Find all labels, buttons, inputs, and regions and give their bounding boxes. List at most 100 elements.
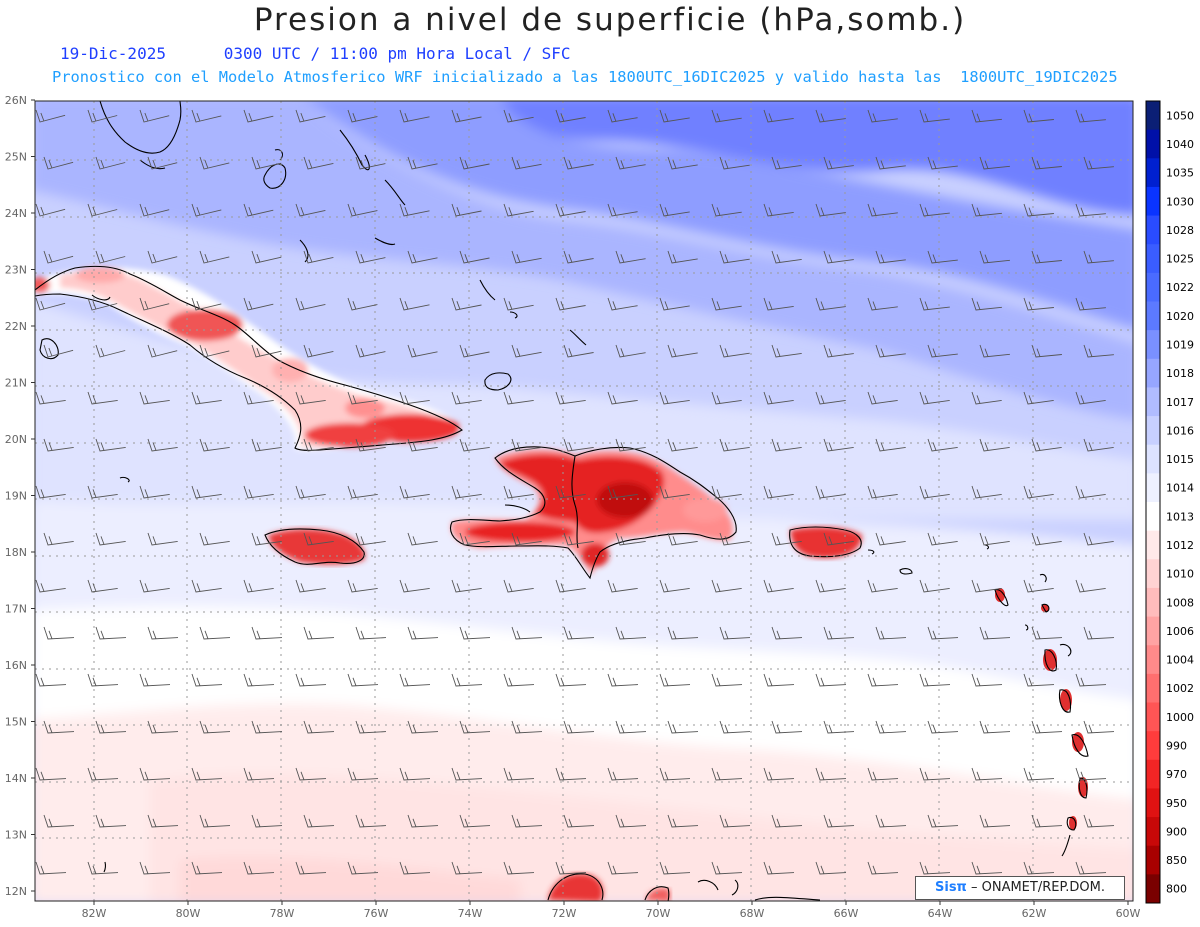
wind-barb bbox=[295, 391, 326, 405]
colorbar-label-1022: 1022 bbox=[1166, 281, 1194, 294]
plot-frame bbox=[34, 100, 1134, 902]
wind-barb bbox=[971, 203, 1002, 217]
wind-barb bbox=[295, 109, 326, 123]
wind-barb bbox=[919, 297, 950, 311]
colorbar-label-900: 900 bbox=[1166, 825, 1187, 838]
wind-barb bbox=[503, 297, 534, 311]
coastlines bbox=[35, 101, 1089, 901]
wind-barb bbox=[459, 626, 491, 640]
colorbar-swatch bbox=[1146, 186, 1160, 217]
colorbar-swatch bbox=[1146, 530, 1160, 560]
wind-barb bbox=[303, 532, 334, 546]
wind-barb bbox=[407, 156, 438, 170]
wind-barb bbox=[823, 250, 854, 264]
colorbar-label-1025: 1025 bbox=[1166, 253, 1194, 266]
wind-barb bbox=[243, 673, 275, 687]
wind-barb bbox=[867, 673, 899, 687]
colorbar-swatch bbox=[1146, 301, 1160, 331]
wind-barb bbox=[615, 438, 646, 452]
wind-barb bbox=[615, 814, 647, 828]
wind-barb bbox=[823, 814, 855, 828]
wind-barb bbox=[659, 203, 690, 217]
wind-barb bbox=[35, 579, 66, 593]
wind-barb bbox=[719, 344, 750, 358]
wind-barb bbox=[503, 203, 534, 217]
wind-barb bbox=[1075, 861, 1107, 875]
wind-barb bbox=[251, 250, 282, 264]
wind-barb bbox=[251, 156, 282, 170]
wind-barb bbox=[1023, 673, 1055, 687]
wind-barb bbox=[555, 297, 586, 311]
colorbar-swatch bbox=[1146, 587, 1160, 618]
wind-barb bbox=[867, 767, 899, 781]
lon-label-60W: 60W bbox=[1116, 907, 1141, 920]
wind-barb bbox=[199, 814, 231, 828]
wind-barb bbox=[139, 485, 170, 499]
wind-barb bbox=[35, 109, 66, 123]
colorbar-label-1030: 1030 bbox=[1166, 195, 1194, 208]
wind-barb bbox=[399, 579, 430, 593]
wind-barb bbox=[1023, 297, 1054, 311]
wind-barb bbox=[659, 579, 690, 593]
wind-barb bbox=[95, 344, 126, 358]
colorbar-label-1008: 1008 bbox=[1166, 596, 1194, 609]
colorbar-swatch bbox=[1146, 616, 1160, 646]
latitude-labels: 26N 25N 24N 23N 22N 21N 20N 19N 18N 17N 16N 15N 14N 1… bbox=[5, 94, 35, 898]
lat-label-14N: 14N bbox=[5, 772, 27, 785]
wind-barb bbox=[347, 579, 378, 593]
wind-barb bbox=[875, 250, 906, 264]
wind-barb bbox=[1075, 485, 1106, 499]
wind-barb bbox=[1023, 767, 1055, 781]
wind-barb bbox=[667, 532, 698, 546]
sispi-logo: Sisπ bbox=[935, 880, 967, 895]
wind-barb bbox=[615, 626, 647, 640]
wind-barb bbox=[919, 767, 951, 781]
wind-barb bbox=[1075, 767, 1107, 781]
colorbar-swatch bbox=[1146, 101, 1160, 131]
wind-barb bbox=[823, 344, 854, 358]
wind-barb bbox=[667, 250, 698, 264]
wind-barb bbox=[243, 767, 275, 781]
wind-barb bbox=[87, 767, 119, 781]
wind-barb bbox=[607, 485, 638, 499]
wind-barb bbox=[43, 156, 74, 170]
wind-barb bbox=[1083, 156, 1114, 170]
colorbar-label-1002: 1002 bbox=[1166, 682, 1194, 695]
wind-barb bbox=[1031, 720, 1063, 734]
wind-barb bbox=[927, 532, 958, 546]
wind-barb bbox=[303, 626, 335, 640]
wind-barb bbox=[823, 532, 854, 546]
wind-barb bbox=[815, 203, 846, 217]
wind-barb bbox=[511, 626, 543, 640]
colorbar-swatch bbox=[1146, 416, 1160, 446]
colorbar-label-1004: 1004 bbox=[1166, 654, 1194, 667]
colorbar-swatch bbox=[1146, 387, 1160, 417]
wind-barb bbox=[139, 767, 171, 781]
credit-org: – ONAMET/REP.DOM. bbox=[966, 880, 1105, 895]
wind-barb bbox=[147, 720, 179, 734]
wind-barb bbox=[607, 297, 638, 311]
wind-barb bbox=[1031, 250, 1062, 264]
wind-barb bbox=[1023, 391, 1054, 405]
wind-barb bbox=[43, 438, 74, 452]
wind-barb bbox=[667, 626, 699, 640]
credit-box: Sisπ – ONAMET/REP.DOM. bbox=[915, 876, 1125, 900]
wind-barb bbox=[763, 861, 795, 875]
wind-barb bbox=[927, 156, 958, 170]
wind-barbs bbox=[35, 109, 1115, 875]
wind-barb bbox=[355, 250, 386, 264]
colorbar-label-1020: 1020 bbox=[1166, 310, 1194, 323]
wind-barb bbox=[763, 579, 794, 593]
wind-barb bbox=[971, 673, 1003, 687]
wind-barb bbox=[1075, 297, 1106, 311]
wind-barb bbox=[763, 673, 795, 687]
wind-barb bbox=[927, 720, 959, 734]
wind-barb bbox=[95, 532, 126, 546]
wind-barb bbox=[243, 203, 274, 217]
wind-barb bbox=[867, 485, 898, 499]
wind-barb bbox=[555, 579, 586, 593]
wind-barb bbox=[191, 579, 222, 593]
wind-barb bbox=[451, 485, 482, 499]
colorbar-label-1013: 1013 bbox=[1166, 510, 1194, 523]
wind-barb bbox=[555, 485, 586, 499]
